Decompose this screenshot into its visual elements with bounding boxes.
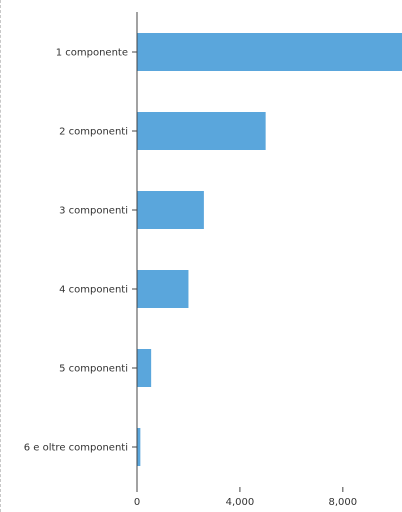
category-label: 4 componenti xyxy=(59,285,128,296)
frame-border xyxy=(0,0,1,512)
category-label: 5 componenti xyxy=(59,364,128,375)
bar xyxy=(137,33,402,71)
category-label: 2 componenti xyxy=(59,127,128,138)
x-tick-label: 8,000 xyxy=(329,497,358,508)
category-label: 1 componente xyxy=(56,48,128,59)
bar xyxy=(137,112,266,150)
bar xyxy=(137,428,141,466)
x-tick-label: 4,000 xyxy=(226,497,255,508)
category-label: 6 e oltre componenti xyxy=(24,443,128,454)
category-label: 3 componenti xyxy=(59,206,128,217)
bar xyxy=(137,270,189,308)
bar xyxy=(137,191,204,229)
x-tick-label: 0 xyxy=(134,497,140,508)
bar xyxy=(137,349,152,387)
